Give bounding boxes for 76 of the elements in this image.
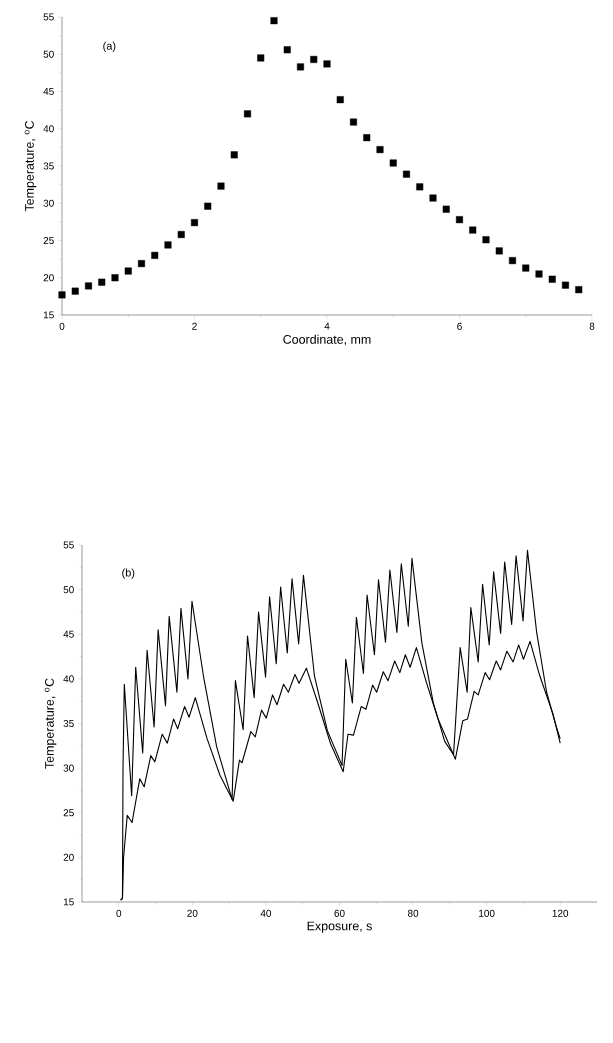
point [257, 54, 265, 62]
point [429, 194, 437, 202]
point [416, 183, 424, 191]
x-tick-label: 2 [192, 322, 197, 330]
point [535, 270, 543, 278]
point [509, 257, 516, 265]
point [495, 247, 503, 255]
point [442, 205, 450, 213]
x-tick-label: 20 [187, 909, 198, 917]
point [310, 55, 318, 63]
point [323, 60, 331, 68]
y-tick-label: 20 [63, 853, 74, 861]
y-tick-label: 50 [43, 50, 54, 58]
y-tick-label: 30 [43, 199, 54, 207]
x-tick-label: 4 [324, 322, 330, 330]
point [138, 260, 145, 268]
y-tick-label: 50 [63, 586, 74, 594]
x-tick-label: 8 [589, 322, 595, 330]
point [482, 236, 490, 244]
y-tick-label: 20 [43, 274, 54, 282]
point [124, 267, 132, 275]
x-tick-label: 40 [260, 909, 272, 917]
annotation: (b) [122, 568, 135, 579]
point [350, 118, 357, 126]
x-tick-label: 6 [457, 322, 462, 330]
point [562, 281, 569, 289]
x-axis-title: Exposure, s [307, 921, 372, 933]
x-tick-label: 100 [479, 909, 495, 917]
point [85, 282, 92, 290]
y-tick-label: 40 [43, 125, 54, 133]
point [111, 274, 119, 282]
x-tick-label: 0 [116, 909, 122, 917]
point [177, 231, 185, 239]
point [456, 216, 463, 224]
point [376, 146, 384, 154]
point [270, 17, 278, 25]
point [191, 219, 198, 227]
y-tick-label: 45 [63, 630, 74, 638]
x-tick-label: 120 [552, 909, 569, 917]
point [336, 96, 344, 104]
y-tick-label: 25 [43, 236, 54, 245]
point [522, 264, 530, 272]
point [244, 110, 251, 118]
y-tick-label: 55 [63, 541, 74, 549]
y-tick-label: 40 [63, 675, 74, 683]
point [164, 241, 172, 249]
y-tick-label: 15 [43, 311, 54, 319]
point [575, 286, 583, 294]
point [283, 46, 291, 54]
y-tick-label: 45 [43, 88, 54, 95]
point [403, 170, 410, 178]
point [469, 226, 477, 234]
y-axis-title: Temperature, $^{o}$C [44, 678, 57, 769]
x-tick-label: 80 [407, 909, 419, 917]
x-tick-label: 0 [59, 322, 65, 330]
point [363, 134, 371, 142]
y-tick-label: 25 [63, 809, 74, 817]
point [548, 275, 556, 283]
y-tick-label: 35 [43, 162, 54, 170]
x-tick-label: 60 [334, 909, 345, 917]
point [204, 202, 212, 210]
annotation: (a) [103, 41, 116, 52]
point [389, 159, 397, 167]
point [71, 287, 79, 295]
y-tick-label: 30 [63, 764, 74, 772]
y-axis-title: Temperature, $^{o}$C [24, 120, 37, 212]
y-tick-label: 35 [63, 719, 74, 728]
x-axis-title: Coordinate, mm [283, 334, 371, 346]
point [217, 182, 225, 190]
point [98, 278, 106, 286]
point [297, 63, 304, 71]
point [58, 291, 66, 299]
y-tick-label: 55 [43, 13, 54, 21]
point [230, 151, 238, 159]
point [151, 251, 159, 259]
y-tick-label: 15 [63, 898, 74, 906]
